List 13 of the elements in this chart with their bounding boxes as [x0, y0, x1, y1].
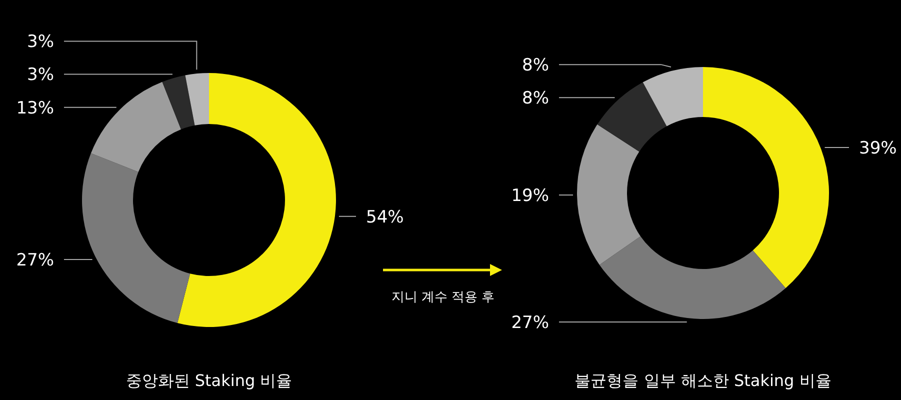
- data-label: 8%: [522, 56, 549, 76]
- data-label: 8%: [522, 88, 549, 109]
- text: 불균형을 일부 해소한 Staking 비율: [574, 371, 832, 390]
- data-label: 3%: [27, 65, 54, 86]
- data-label: 27%: [511, 312, 549, 333]
- data-label: 39%: [859, 138, 897, 158]
- text: 중앙화된 Staking 비율: [126, 371, 292, 390]
- data-label: 27%: [16, 250, 54, 270]
- data-label: 3%: [27, 32, 54, 52]
- data-label: 19%: [511, 186, 549, 206]
- data-label: 54%: [366, 207, 404, 228]
- data-label: 13%: [16, 98, 54, 118]
- text: 지니 계수 적용 후: [391, 290, 495, 305]
